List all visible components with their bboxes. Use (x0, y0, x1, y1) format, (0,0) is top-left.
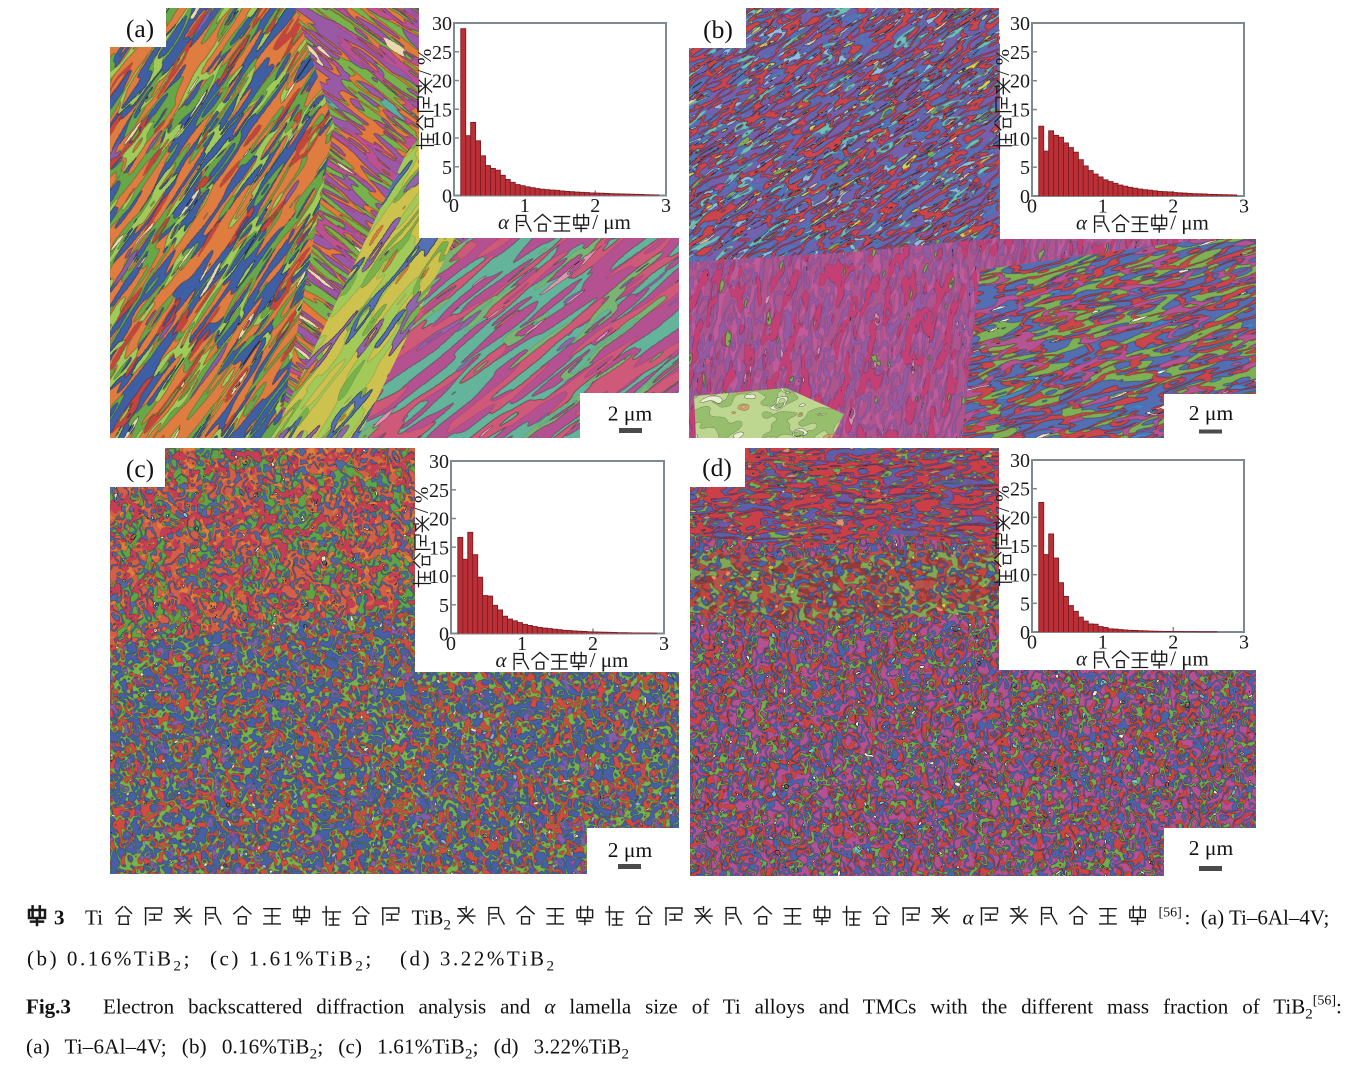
svg-text:2: 2 (1168, 632, 1178, 654)
svg-text:1: 1 (517, 633, 527, 655)
svg-text:25: 25 (1010, 479, 1030, 501)
svg-text:α: α (963, 906, 975, 930)
svg-text:10: 10 (1010, 128, 1030, 150)
svg-text:10: 10 (1010, 565, 1030, 587)
svg-text:25: 25 (1010, 42, 1030, 64)
svg-text:Electron backscattered diffrac: Electron backscattered diffraction analy… (103, 993, 1342, 1022)
svg-text:25: 25 (432, 42, 452, 64)
svg-text:15: 15 (429, 537, 449, 559)
svg-text:/ %: / % (415, 49, 436, 76)
svg-text:30: 30 (1010, 450, 1030, 472)
svg-text:5: 5 (439, 595, 449, 617)
svg-text:1: 1 (520, 195, 530, 217)
svg-text:2: 2 (588, 633, 598, 655)
svg-text:(b): (b) (703, 15, 733, 44)
svg-text:α: α (498, 210, 510, 234)
svg-text:α: α (1076, 211, 1088, 235)
svg-text:/ %: / % (993, 49, 1014, 76)
svg-text:2 μm: 2 μm (1189, 401, 1234, 425)
svg-text:0: 0 (1027, 196, 1037, 218)
svg-text:(d) 3.22%TiB2: (d) 3.22%TiB2 (400, 946, 557, 974)
svg-text:25: 25 (429, 480, 449, 502)
svg-text:0: 0 (442, 186, 452, 208)
svg-text:: (a) Ti–6Al–4V;: : (a) Ti–6Al–4V; (1184, 906, 1329, 930)
svg-text:3: 3 (1239, 196, 1249, 218)
svg-text:20: 20 (432, 71, 452, 93)
svg-text:3: 3 (1239, 632, 1249, 654)
svg-text:5: 5 (1020, 593, 1030, 615)
svg-text:Fig.3: Fig.3 (26, 994, 71, 1018)
svg-text:3: 3 (54, 906, 65, 930)
svg-text:5: 5 (1020, 157, 1030, 179)
svg-text:0: 0 (1020, 622, 1030, 644)
svg-text:20: 20 (1010, 507, 1030, 529)
svg-text:30: 30 (432, 13, 452, 35)
svg-text:20: 20 (1010, 71, 1030, 93)
svg-text:(c): (c) (126, 454, 154, 483)
svg-text:(a) Ti–6Al–4V; (b) 0.16%TiB2;: (a) Ti–6Al–4V; (b) 0.16%TiB2; (c) 1.61%T… (26, 1035, 629, 1063)
svg-text:/ μm: / μm (592, 210, 631, 234)
svg-text:2 μm: 2 μm (1189, 836, 1234, 860)
svg-text:/ μm: / μm (1170, 211, 1209, 235)
svg-text:30: 30 (429, 451, 449, 473)
svg-text:3: 3 (659, 633, 669, 655)
svg-text:0: 0 (439, 624, 449, 646)
svg-text:2: 2 (590, 195, 600, 217)
svg-text:0: 0 (1027, 632, 1037, 654)
svg-text:15: 15 (432, 99, 452, 121)
svg-text:/ %: / % (412, 487, 433, 514)
svg-text:3: 3 (661, 195, 671, 217)
svg-text:0: 0 (449, 195, 459, 217)
svg-text:/ %: / % (993, 485, 1014, 512)
svg-text:15: 15 (1010, 536, 1030, 558)
svg-text:10: 10 (429, 566, 449, 588)
svg-text:2 μm: 2 μm (608, 838, 653, 862)
svg-text:[56]: [56] (1158, 906, 1181, 921)
svg-text:1: 1 (1098, 196, 1108, 218)
svg-text:/ μm: / μm (590, 648, 629, 672)
svg-text:15: 15 (1010, 100, 1030, 122)
svg-text:α: α (496, 648, 508, 672)
svg-text:2 μm: 2 μm (608, 402, 653, 426)
svg-text:10: 10 (432, 128, 452, 150)
svg-text:1: 1 (1098, 632, 1108, 654)
svg-text:30: 30 (1010, 13, 1030, 35)
svg-text:0: 0 (446, 633, 456, 655)
svg-text:Ti: Ti (85, 906, 103, 930)
svg-text:2: 2 (1168, 196, 1178, 218)
svg-text:5: 5 (442, 157, 452, 179)
svg-text:/ μm: / μm (1170, 647, 1209, 671)
svg-text:(c) 1.61%TiB2;: (c) 1.61%TiB2; (210, 946, 374, 974)
svg-text:α: α (1076, 647, 1088, 671)
svg-text:20: 20 (429, 509, 449, 531)
svg-text:(d): (d) (702, 453, 732, 482)
svg-text:(b) 0.16%TiB2;: (b) 0.16%TiB2; (27, 946, 192, 974)
svg-text:0: 0 (1020, 186, 1030, 208)
svg-text:(a): (a) (126, 14, 154, 43)
